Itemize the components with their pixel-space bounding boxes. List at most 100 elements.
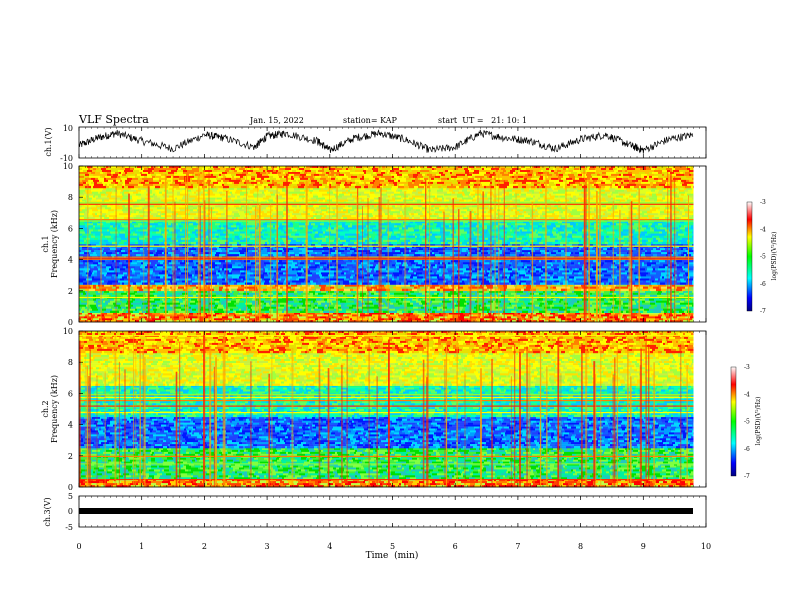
spectrogram-cell: [331, 303, 333, 305]
spectrogram-cell: [441, 254, 446, 256]
spectrogram-cell: [606, 295, 610, 297]
spectrogram-cell: [653, 254, 657, 256]
spectrogram-cell: [291, 305, 293, 307]
spectrogram-cell: [343, 295, 347, 297]
spectrogram-cell: [136, 301, 140, 303]
spectrogram-cell: [517, 303, 523, 305]
spectrogram-cell: [535, 305, 539, 307]
spectrogram-cell: [537, 299, 543, 301]
spectrogram-cell: [437, 266, 439, 268]
spectrogram-cell: [331, 252, 337, 254]
spectrogram-cell: [418, 309, 423, 311]
spectrogram-cell: [317, 315, 322, 317]
spectrogram-cell: [323, 291, 326, 293]
spectrogram-cell: [106, 252, 112, 254]
spectrogram-cell: [332, 264, 335, 266]
spectrogram-cell: [683, 252, 687, 254]
spectrogram-cell: [102, 315, 104, 317]
spectrogram-cell: [675, 309, 678, 311]
spectrogram-cell: [79, 268, 85, 270]
spectrogram-cell: [590, 307, 596, 309]
spectrogram-cell: [440, 309, 442, 311]
spectrogram-cell: [461, 293, 467, 295]
spectrogram-cell: [693, 295, 694, 297]
spectrogram-cell: [314, 311, 316, 313]
spectrogram-cell: [408, 289, 412, 291]
spectrogram-cell: [316, 268, 322, 270]
spectrogram-cell: [248, 264, 254, 266]
spectrogram-cell: [348, 299, 350, 301]
spectrogram-cell: [351, 254, 355, 256]
spectrogram-cell: [559, 309, 563, 311]
spectrogram-cell: [446, 291, 450, 293]
ch1-spectrogram-image: [79, 166, 706, 322]
spectrogram-cell: [461, 252, 465, 254]
spectrogram-cell: [539, 289, 545, 291]
spectrogram-cell: [338, 260, 344, 262]
spectrogram-cell: [210, 266, 215, 268]
spectrogram-cell: [506, 262, 512, 264]
spectrogram-cell: [457, 268, 463, 270]
spectrogram-cell: [456, 291, 458, 293]
spectrogram-cell: [188, 299, 191, 301]
spectrogram-cell: [647, 266, 652, 268]
spectrogram-cell: [501, 260, 506, 262]
spectrogram-cell: [502, 252, 504, 254]
spectrogram-cell: [592, 316, 594, 318]
spectrogram-cell: [633, 268, 639, 270]
spectrogram-cell: [248, 268, 251, 270]
spectrogram-cell: [430, 287, 435, 289]
spectrogram-cell: [152, 311, 154, 313]
spectrogram-cell: [567, 262, 571, 264]
spectrogram-cell: [199, 248, 203, 250]
spectrogram-cell: [213, 260, 219, 262]
spectrogram-cell: [512, 268, 518, 270]
spectrogram-cell: [108, 262, 114, 264]
spectrogram-cell: [364, 266, 370, 268]
spectrogram-cell: [261, 250, 267, 252]
spectrogram-cell: [527, 266, 531, 268]
spectrogram-cell: [558, 248, 563, 250]
spectrogram-cell: [370, 291, 376, 293]
spectrogram-cell: [370, 303, 373, 305]
spectrogram-cell: [374, 301, 376, 303]
spectrogram-cell: [218, 316, 222, 318]
spectrogram-cell: [82, 311, 84, 313]
spectrogram-cell: [130, 252, 134, 254]
spectrogram-cell: [658, 291, 662, 293]
spectrogram-cell: [298, 266, 303, 268]
spectrogram-cell: [102, 305, 106, 307]
spectrogram-cell: [555, 260, 557, 262]
spectrogram-cell: [322, 293, 326, 295]
spectrogram-cell: [222, 268, 224, 270]
spectrogram-cell: [332, 262, 336, 264]
spectrogram-cell: [416, 307, 418, 309]
spectrogram-cell: [283, 309, 289, 311]
spectrogram-cell: [130, 254, 132, 256]
spectrogram-cell: [647, 250, 651, 252]
spectrogram-cell: [235, 262, 241, 264]
spectrogram-cell: [422, 262, 428, 264]
start-time-label: start UT = 21: 10: 1: [438, 116, 527, 125]
spectrogram-cell: [399, 252, 401, 254]
spectrogram-cell: [382, 301, 386, 303]
spectrogram-cell: [230, 295, 234, 297]
spectrogram-cell: [463, 301, 466, 303]
spectrogram-cell: [328, 315, 333, 317]
spectrogram-cell: [486, 295, 490, 297]
spectrogram-cell: [216, 270, 218, 272]
spectrogram-cell: [112, 264, 118, 266]
spectrogram-cell: [460, 305, 466, 307]
spectrogram-cell: [632, 301, 635, 303]
spectrogram-cell: [251, 315, 254, 317]
spectrogram-cell: [160, 315, 163, 317]
spectrogram-cell: [112, 293, 118, 295]
spectrogram-cell: [509, 303, 511, 305]
spectrogram-cell: [371, 316, 373, 318]
spectrogram-cell: [361, 264, 367, 266]
spectrogram-cell: [120, 299, 126, 301]
spectrogram-cell: [219, 301, 222, 303]
spectrogram-cell: [426, 305, 432, 307]
spectrogram-cell: [91, 315, 95, 317]
spectrogram-cell: [577, 305, 582, 307]
